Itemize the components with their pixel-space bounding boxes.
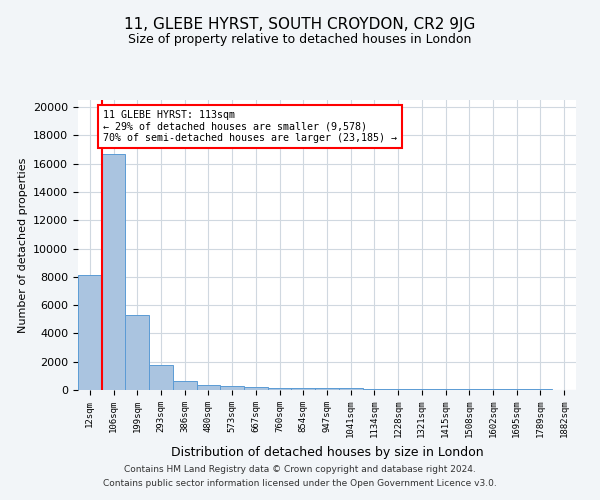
Bar xyxy=(505,389,529,390)
Bar xyxy=(149,365,173,390)
Bar xyxy=(197,386,220,390)
Bar xyxy=(102,154,125,390)
X-axis label: Distribution of detached houses by size in London: Distribution of detached houses by size … xyxy=(170,446,484,458)
Bar xyxy=(362,388,386,390)
Bar xyxy=(173,381,197,390)
Text: 11 GLEBE HYRST: 113sqm
← 29% of detached houses are smaller (9,578)
70% of semi-: 11 GLEBE HYRST: 113sqm ← 29% of detached… xyxy=(103,110,397,143)
Y-axis label: Number of detached properties: Number of detached properties xyxy=(17,158,28,332)
Bar xyxy=(434,388,457,390)
Bar xyxy=(125,315,149,390)
Bar xyxy=(410,388,434,390)
Bar xyxy=(292,388,315,390)
Text: Size of property relative to detached houses in London: Size of property relative to detached ho… xyxy=(128,32,472,46)
Text: Contains HM Land Registry data © Crown copyright and database right 2024.
Contai: Contains HM Land Registry data © Crown c… xyxy=(103,466,497,487)
Bar xyxy=(78,276,102,390)
Bar xyxy=(220,386,244,390)
Bar xyxy=(457,389,481,390)
Bar xyxy=(529,389,552,390)
Bar xyxy=(268,388,292,390)
Text: 11, GLEBE HYRST, SOUTH CROYDON, CR2 9JG: 11, GLEBE HYRST, SOUTH CROYDON, CR2 9JG xyxy=(124,18,476,32)
Bar xyxy=(244,388,268,390)
Bar xyxy=(339,388,362,390)
Bar xyxy=(386,388,410,390)
Bar xyxy=(481,389,505,390)
Bar xyxy=(315,388,339,390)
